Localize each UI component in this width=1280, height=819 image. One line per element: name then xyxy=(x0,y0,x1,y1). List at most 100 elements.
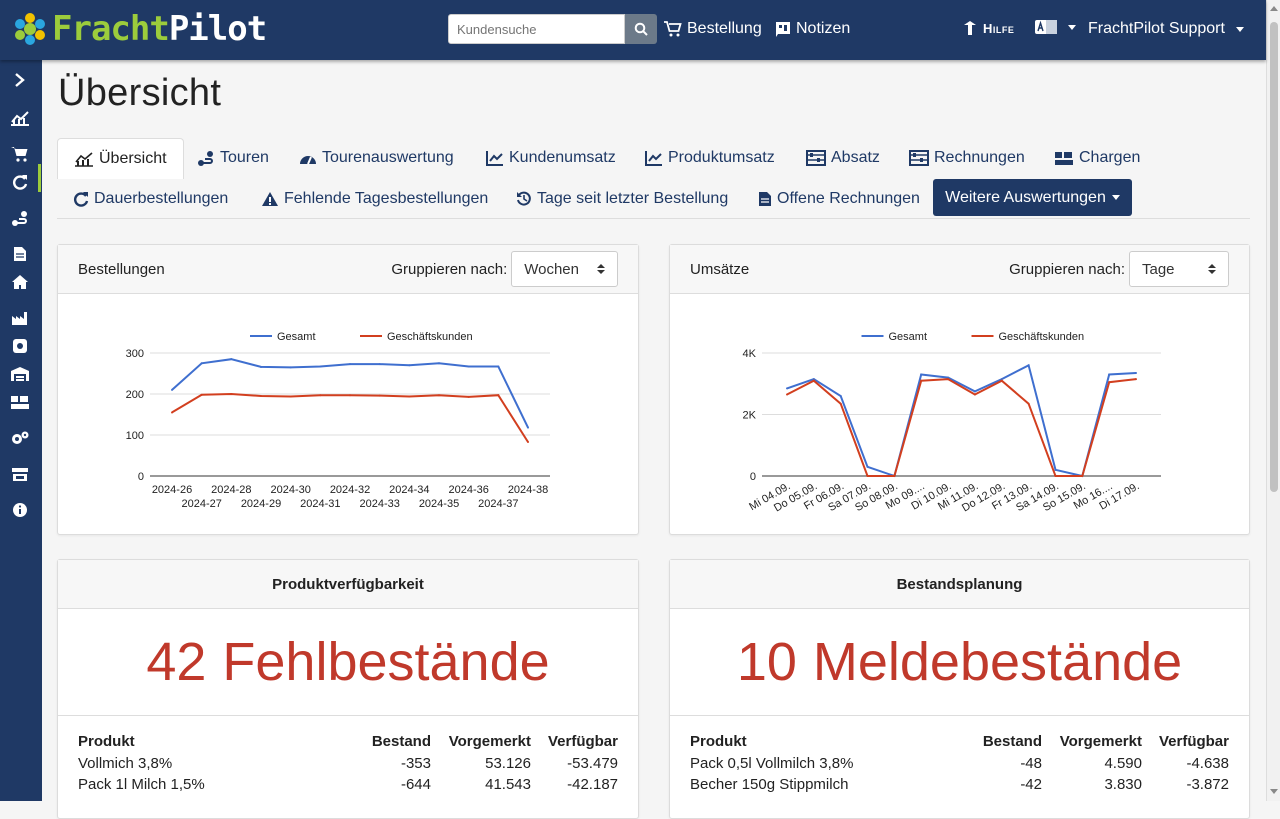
document-icon[interactable] xyxy=(10,244,30,264)
language-icon xyxy=(1035,20,1057,34)
pallet-icon[interactable] xyxy=(10,392,30,412)
data-point xyxy=(289,366,292,369)
search-button[interactable] xyxy=(625,14,657,44)
product-cell: Pack 1l Milch 1,5% xyxy=(78,776,205,793)
data-point xyxy=(947,378,950,381)
notes-link[interactable]: Notizen xyxy=(775,20,850,38)
shortage-count[interactable]: 42 Fehlbestände xyxy=(58,609,638,716)
tab-chargen[interactable]: Chargen xyxy=(1038,139,1156,177)
data-point xyxy=(839,402,842,405)
tab-rechnungen[interactable]: Rechnungen xyxy=(893,139,1041,177)
route-icon xyxy=(198,151,213,166)
expand-icon[interactable] xyxy=(10,70,30,90)
factory-icon[interactable] xyxy=(10,308,30,328)
data-point xyxy=(497,394,500,397)
tab-uebersicht[interactable]: Übersicht xyxy=(57,138,184,179)
data-point xyxy=(1108,381,1111,384)
data-point xyxy=(200,362,203,365)
table-row[interactable]: Vollmich 3,8% -353 53.126 -53.479 xyxy=(78,753,618,774)
data-point xyxy=(200,393,203,396)
orders-card-title: Bestellungen xyxy=(78,260,165,278)
user-menu[interactable]: FrachtPilot Support xyxy=(1088,20,1244,38)
tab-produktumsatz[interactable]: Produktumsatz xyxy=(629,139,791,177)
data-point xyxy=(973,390,976,393)
table-row[interactable]: Becher 150g Stippmilch -42 3.830 -3.872 xyxy=(690,774,1229,795)
planning-card: Bestandsplanung 10 Meldebestände Produkt… xyxy=(669,559,1250,819)
chart-icon[interactable] xyxy=(10,108,30,128)
tab-offene-rechnungen[interactable]: Offene Rechnungen xyxy=(742,180,936,218)
tab-kundenumsatz[interactable]: Kundenumsatz xyxy=(470,139,632,177)
search-input[interactable] xyxy=(448,14,625,44)
data-point xyxy=(319,365,322,368)
tab-touren[interactable]: Touren xyxy=(181,139,285,177)
cogs-icon[interactable] xyxy=(10,428,30,448)
page-scrollbar[interactable] xyxy=(1266,0,1280,801)
y-tick-label: 2K xyxy=(743,410,757,422)
availability-card: Produktverfügbarkeit 42 Fehlbestände Pro… xyxy=(57,559,639,819)
warehouse-icon[interactable] xyxy=(10,364,30,384)
data-point xyxy=(408,395,411,398)
tab-tourenauswertung[interactable]: Tourenauswertung xyxy=(283,139,470,177)
tab-absatz[interactable]: Absatz xyxy=(790,139,896,177)
data-point xyxy=(866,465,869,468)
group-by-label: Gruppieren nach: xyxy=(391,260,508,278)
stock-cell: -644 xyxy=(400,776,431,793)
column-header: Produkt xyxy=(78,733,135,750)
notes-link-label: Notizen xyxy=(796,20,851,37)
legend-label: Geschäftskunden xyxy=(387,331,473,343)
more-reports-dropdown[interactable]: Weitere Auswertungen xyxy=(933,179,1132,216)
tab-tage-seit-letzter-bestellung[interactable]: Tage seit letzter Bestellung xyxy=(500,180,744,218)
order-link[interactable]: Bestellung xyxy=(664,20,762,38)
tab-dauerbestellungen[interactable]: Dauerbestellungen xyxy=(57,180,244,218)
data-point xyxy=(1135,378,1137,381)
chevron-down-icon xyxy=(1235,26,1244,32)
store-icon[interactable] xyxy=(10,464,30,484)
data-point xyxy=(947,376,950,379)
info-icon[interactable] xyxy=(10,500,30,520)
orders-line-chart[interactable]: Gesamt Geschäftskunden 0 100 200 300 2024-26 20… xyxy=(58,295,638,534)
tab-fehlende-tagesbestellungen[interactable]: Fehlende Tagesbestellungen xyxy=(245,180,504,218)
scroll-down-icon[interactable] xyxy=(1270,789,1278,794)
reserved-cell: 3.830 xyxy=(1104,776,1142,793)
table-row[interactable]: Pack 1l Milch 1,5% -644 41.543 -42.187 xyxy=(78,774,618,795)
table-row[interactable]: Pack 0,5l Vollmilch 3,8% -48 4.590 -4.63… xyxy=(690,753,1229,774)
revenue-group-select[interactable]: Tage xyxy=(1129,251,1229,287)
planning-table: Produkt Bestand Vorgemerkt Verfügbar Pac… xyxy=(690,730,1229,795)
data-point xyxy=(1027,364,1030,367)
y-tick-label: 200 xyxy=(126,389,144,401)
data-point xyxy=(230,358,233,361)
route-icon[interactable] xyxy=(10,208,30,228)
logo-text-pilot: Pilot xyxy=(168,9,267,49)
y-tick-label: 100 xyxy=(126,430,144,442)
reserved-cell: 4.590 xyxy=(1104,755,1142,772)
scroll-up-icon[interactable] xyxy=(1270,6,1278,11)
group-by-label: Gruppieren nach: xyxy=(1009,260,1125,278)
document-icon xyxy=(759,192,771,206)
x-tick-label: 2024-36 xyxy=(448,484,488,496)
availability-card-title: Produktverfügbarkeit xyxy=(272,575,424,593)
gear-box-icon[interactable] xyxy=(10,336,30,356)
reorder-count[interactable]: 10 Meldebestände xyxy=(670,609,1249,716)
availability-card-header: Produktverfügbarkeit xyxy=(58,560,638,609)
stock-cell: -48 xyxy=(1020,755,1042,772)
orders-group-value: Wochen xyxy=(524,260,579,278)
reserved-cell: 41.543 xyxy=(485,776,531,793)
help-link[interactable]: Hilfe xyxy=(962,20,1014,36)
language-dropdown[interactable] xyxy=(1035,20,1076,34)
y-tick-label: 4K xyxy=(743,348,757,360)
y-tick-label: 0 xyxy=(750,471,756,483)
column-header: Bestand xyxy=(982,733,1042,750)
app-logo[interactable]: Fracht Pilot xyxy=(14,9,267,49)
availability-table: Produkt Bestand Vorgemerkt Verfügbar Vol… xyxy=(78,730,618,795)
y-tick-label: 0 xyxy=(138,471,144,483)
scroll-thumb[interactable] xyxy=(1270,22,1278,492)
tab-label: Kundenumsatz xyxy=(509,149,616,166)
select-arrows-icon xyxy=(1208,264,1216,274)
stock-cell: -42 xyxy=(1020,776,1042,793)
orders-group-select[interactable]: Wochen xyxy=(511,251,618,287)
home-icon[interactable] xyxy=(10,272,30,292)
refresh-icon[interactable] xyxy=(10,172,30,192)
help-link-label: Hilfe xyxy=(983,20,1015,36)
cart-icon[interactable] xyxy=(10,144,30,164)
